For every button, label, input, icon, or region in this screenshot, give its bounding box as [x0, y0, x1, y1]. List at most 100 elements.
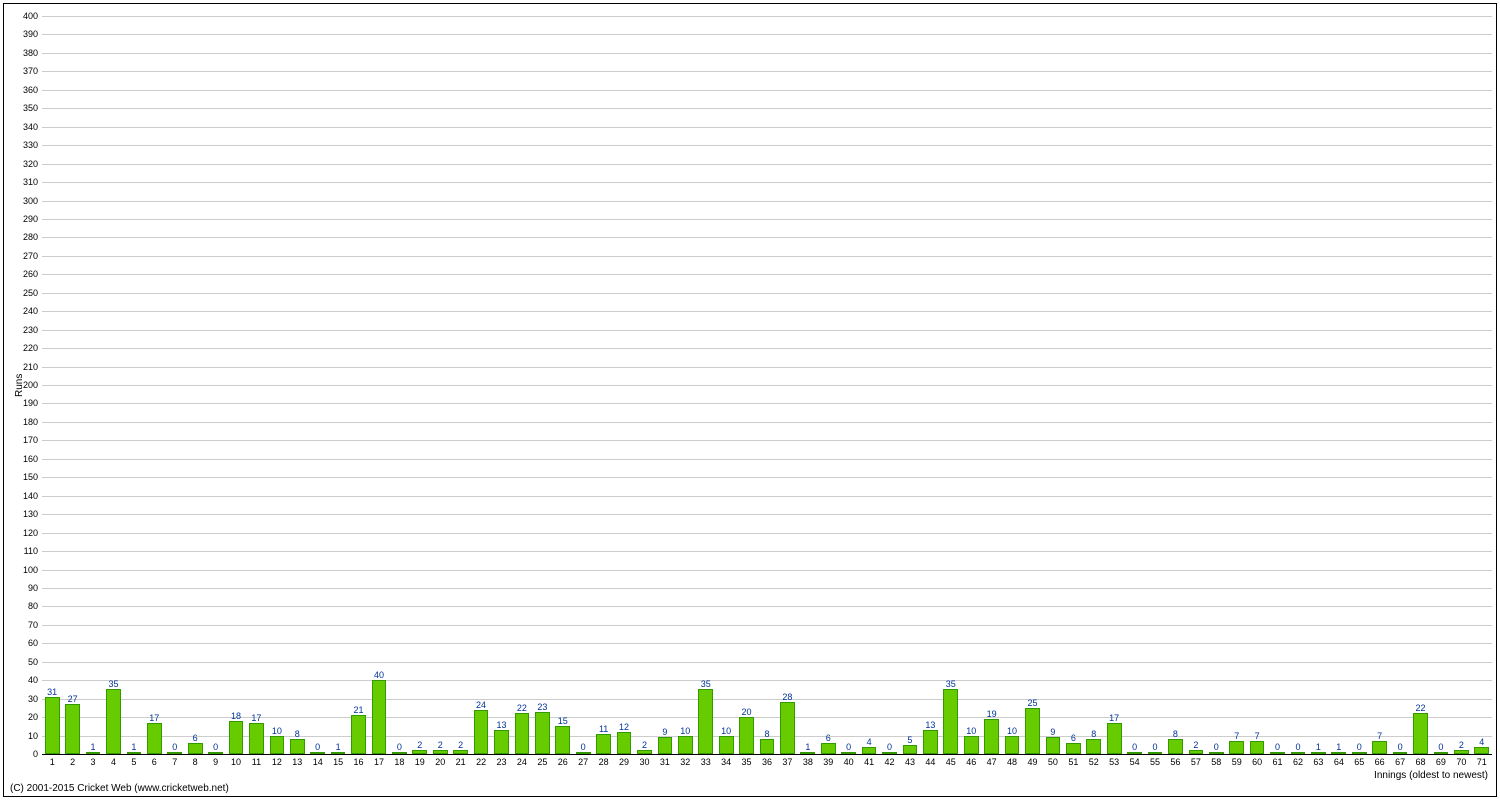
x-tick-label: 35: [742, 754, 752, 767]
bar-value-label: 2: [1193, 740, 1198, 751]
bar: 21: [351, 715, 366, 754]
x-tick-label: 70: [1456, 754, 1466, 767]
y-tick-label: 230: [23, 325, 42, 335]
x-tick-label: 37: [782, 754, 792, 767]
x-tick-label: 46: [966, 754, 976, 767]
bar-value-label: 11: [599, 724, 608, 735]
bar-value-label: 13: [496, 720, 506, 731]
bar-value-label: 4: [1479, 737, 1484, 748]
copyright-text: (C) 2001-2015 Cricket Web (www.cricketwe…: [10, 783, 229, 794]
bar-value-label: 28: [782, 692, 792, 703]
bar-value-label: 1: [1316, 742, 1321, 753]
y-tick-label: 110: [24, 546, 42, 556]
bar: 8: [1086, 739, 1101, 754]
x-tick-label: 26: [558, 754, 568, 767]
bar: 20: [739, 717, 754, 754]
gridline: [42, 219, 1492, 220]
gridline: [42, 201, 1492, 202]
bar-value-label: 9: [662, 727, 667, 738]
y-tick-label: 10: [28, 731, 42, 741]
bar-value-label: 2: [417, 740, 422, 751]
y-tick-label: 300: [23, 196, 42, 206]
bar: 15: [555, 726, 570, 754]
x-tick-label: 20: [435, 754, 445, 767]
x-tick-label: 60: [1252, 754, 1262, 767]
bar: 23: [535, 712, 550, 754]
bar: 9: [1046, 737, 1061, 754]
x-tick-label: 21: [456, 754, 466, 767]
bar-value-label: 1: [91, 742, 96, 753]
gridline: [42, 570, 1492, 571]
gridline: [42, 182, 1492, 183]
gridline: [42, 274, 1492, 275]
x-tick-label: 50: [1048, 754, 1058, 767]
bar-value-label: 0: [887, 742, 892, 753]
bar-value-label: 2: [458, 740, 463, 751]
gridline: [42, 533, 1492, 534]
x-tick-label: 4: [111, 754, 116, 767]
gridline: [42, 514, 1492, 515]
gridline: [42, 477, 1492, 478]
y-tick-label: 270: [23, 251, 42, 261]
x-tick-label: 12: [272, 754, 282, 767]
y-tick-label: 70: [28, 620, 42, 630]
bar-value-label: 0: [1357, 742, 1362, 753]
gridline: [42, 164, 1492, 165]
bar-value-label: 8: [1091, 729, 1096, 740]
bar-value-label: 1: [336, 742, 341, 753]
bar-value-label: 15: [558, 716, 568, 727]
y-tick-label: 330: [23, 140, 42, 150]
bar: 7: [1250, 741, 1265, 754]
bar-value-label: 0: [581, 742, 586, 753]
y-tick-label: 220: [23, 343, 42, 353]
x-tick-label: 61: [1273, 754, 1283, 767]
x-tick-label: 67: [1395, 754, 1405, 767]
y-tick-label: 240: [23, 306, 42, 316]
gridline: [42, 643, 1492, 644]
x-tick-label: 31: [660, 754, 670, 767]
y-tick-label: 280: [23, 232, 42, 242]
bar-value-label: 22: [517, 703, 527, 714]
bar-value-label: 6: [826, 733, 831, 744]
bar: 8: [290, 739, 305, 754]
y-tick-label: 20: [28, 712, 42, 722]
bar-value-label: 35: [946, 679, 956, 690]
y-tick-label: 290: [23, 214, 42, 224]
y-tick-label: 180: [23, 417, 42, 427]
bar: 10: [719, 736, 734, 754]
bar-value-label: 2: [642, 740, 647, 751]
x-tick-label: 56: [1170, 754, 1180, 767]
x-tick-label: 14: [313, 754, 323, 767]
gridline: [42, 699, 1492, 700]
x-tick-label: 3: [91, 754, 96, 767]
x-tick-label: 54: [1130, 754, 1140, 767]
bar: 28: [780, 702, 795, 754]
x-tick-label: 63: [1313, 754, 1323, 767]
x-tick-label: 41: [864, 754, 874, 767]
bar: 24: [474, 710, 489, 754]
bar: 25: [1025, 708, 1040, 754]
bar-value-label: 2: [438, 740, 443, 751]
gridline: [42, 588, 1492, 589]
bar-value-label: 23: [537, 702, 547, 713]
bar-value-label: 0: [846, 742, 851, 753]
x-tick-label: 25: [537, 754, 547, 767]
bar-value-label: 0: [1153, 742, 1158, 753]
gridline: [42, 496, 1492, 497]
x-tick-label: 6: [152, 754, 157, 767]
x-tick-label: 51: [1068, 754, 1078, 767]
x-tick-label: 23: [496, 754, 506, 767]
y-tick-label: 360: [23, 85, 42, 95]
x-tick-label: 43: [905, 754, 915, 767]
y-tick-label: 210: [23, 362, 42, 372]
x-tick-label: 47: [987, 754, 997, 767]
y-tick-label: 380: [23, 48, 42, 58]
bar-value-label: 20: [742, 707, 752, 718]
bar: 18: [229, 721, 244, 754]
bar: 27: [65, 704, 80, 754]
bar: 17: [1107, 723, 1122, 754]
x-tick-label: 27: [578, 754, 588, 767]
x-tick-label: 28: [599, 754, 609, 767]
x-tick-label: 48: [1007, 754, 1017, 767]
bar-value-label: 0: [213, 742, 218, 753]
